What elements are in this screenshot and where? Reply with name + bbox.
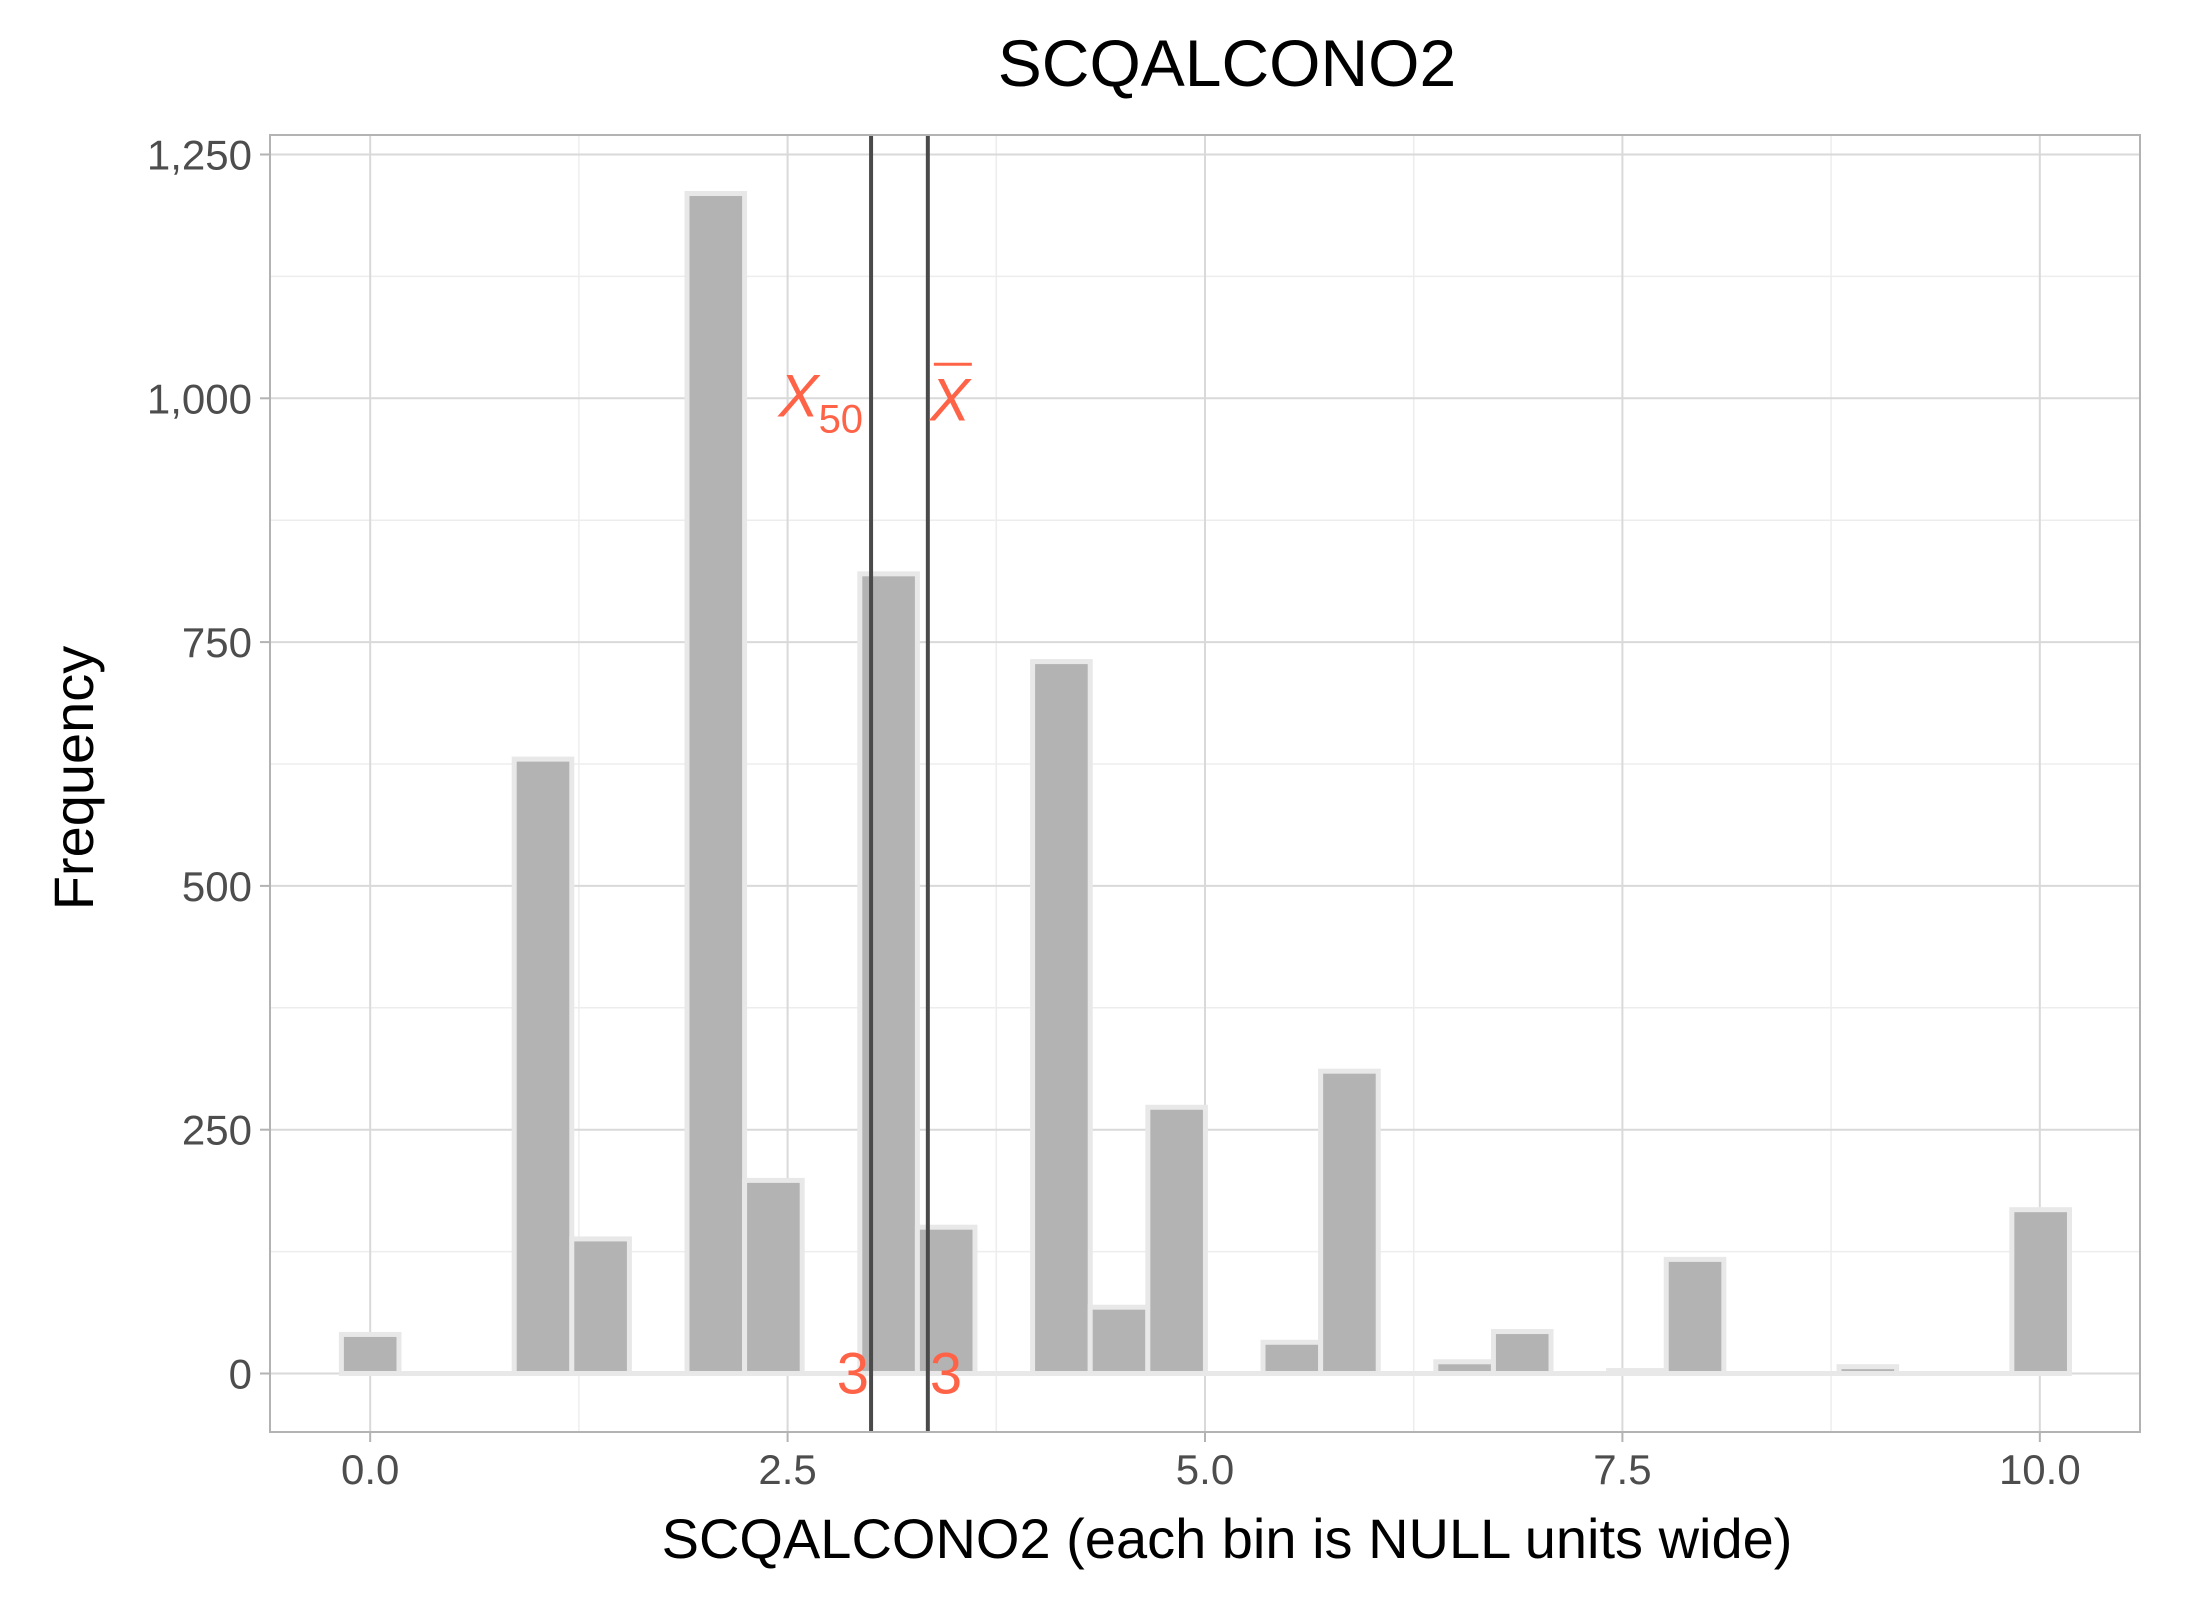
mean-value-label: 3 bbox=[930, 1341, 962, 1406]
reference-lines: X50 3 X 3 bbox=[777, 135, 972, 1432]
y-tick-label: 500 bbox=[182, 863, 252, 910]
median-symbol-label: X50 bbox=[777, 362, 864, 441]
x-axis-title: SCQALCONO2 (each bin is NULL units wide) bbox=[662, 1507, 1793, 1570]
histogram-bar bbox=[1260, 1339, 1324, 1376]
y-axis-title: Frequency bbox=[42, 646, 105, 911]
histogram-bar bbox=[1663, 1256, 1727, 1376]
x-tick-label: 5.0 bbox=[1176, 1446, 1234, 1493]
histogram-bar bbox=[2009, 1207, 2072, 1376]
histogram-bar bbox=[1318, 1068, 1381, 1376]
histogram-bar bbox=[1490, 1329, 1554, 1376]
histogram-bars bbox=[338, 191, 2072, 1376]
y-tick-label: 0 bbox=[229, 1350, 252, 1397]
x-axis-ticks: 0.0 2.5 5.0 7.5 10.0 bbox=[341, 1432, 2081, 1493]
histogram-bar bbox=[1836, 1364, 1900, 1376]
chart-title: SCQALCONO2 bbox=[998, 26, 1456, 100]
histogram-bar bbox=[1087, 1304, 1151, 1376]
x-tick-label: 2.5 bbox=[758, 1446, 816, 1493]
y-tick-label: 250 bbox=[182, 1107, 252, 1154]
x-tick-label: 0.0 bbox=[341, 1446, 399, 1493]
y-axis-ticks: 0 250 500 750 1,000 1,250 bbox=[147, 132, 270, 1397]
mean-symbol-label: X bbox=[928, 366, 972, 433]
histogram-bar bbox=[1145, 1104, 1208, 1376]
histogram-bar bbox=[684, 191, 748, 1376]
histogram-bar bbox=[857, 571, 920, 1376]
histogram-bar bbox=[1030, 659, 1093, 1376]
median-value-label: 3 bbox=[837, 1341, 869, 1406]
histogram-bar bbox=[569, 1236, 632, 1376]
histogram-bar bbox=[338, 1331, 402, 1376]
y-tick-label: 1,250 bbox=[147, 132, 252, 179]
y-tick-label: 1,000 bbox=[147, 375, 252, 422]
histogram-bar bbox=[1433, 1359, 1496, 1376]
histogram-bar bbox=[742, 1177, 805, 1376]
y-tick-label: 750 bbox=[182, 619, 252, 666]
histogram-bar bbox=[1606, 1368, 1669, 1376]
x-tick-label: 10.0 bbox=[1999, 1446, 2081, 1493]
x-tick-label: 7.5 bbox=[1593, 1446, 1651, 1493]
histogram-bar bbox=[511, 756, 575, 1376]
